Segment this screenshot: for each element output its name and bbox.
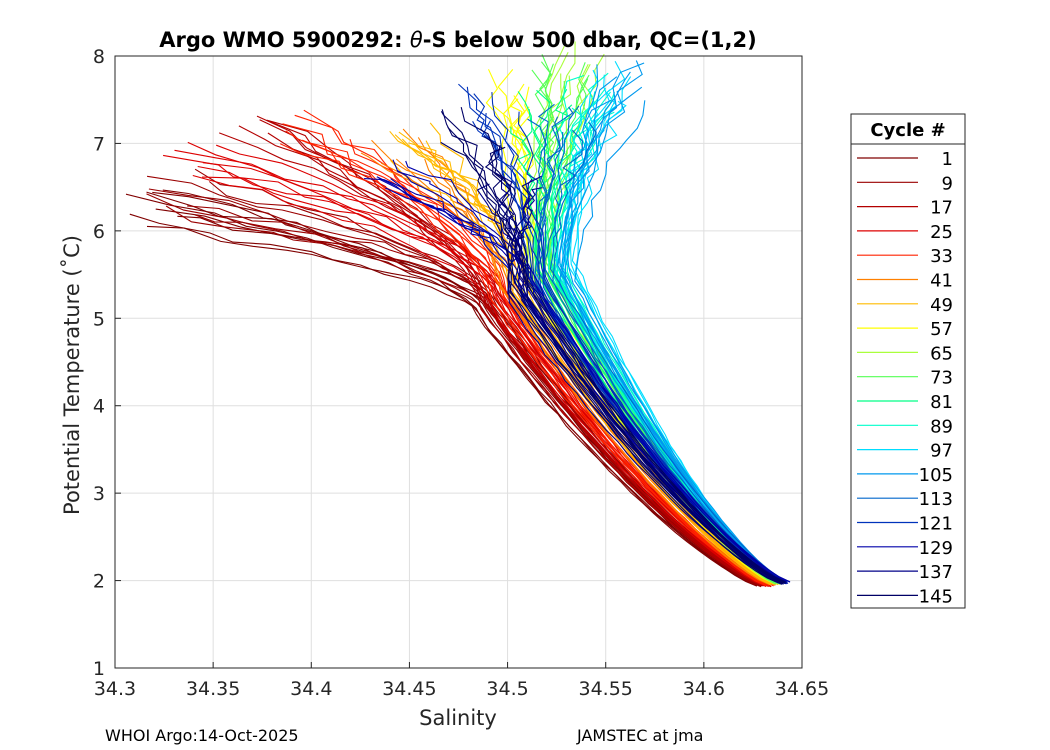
legend-label-33: 33 [930,246,953,267]
chart-title: Argo WMO 5900292: θ-S below 500 dbar, QC… [159,28,756,52]
y-tick-label: 6 [93,221,105,243]
legend-box [850,113,966,609]
profile-line-cycle-145 [460,106,784,585]
legend-label-81: 81 [930,392,953,413]
profile-line-cycle-1 [146,225,761,586]
footer-left: WHOI Argo:14-Oct-2025 [105,726,299,745]
x-tick-label: 34.55 [579,678,633,700]
profile-line-cycle-105 [556,62,786,582]
x-tick-labels: 34.3 34.35 34.4 34.45 34.5 34.55 34.6 34.65 [94,678,829,700]
y-tick-label: 5 [93,308,105,330]
profile-line-cycle-105 [566,76,786,583]
grid-lines [114,55,803,669]
profile-line-cycle-145 [440,111,784,584]
legend-title: Cycle # [870,120,945,141]
x-axis-label: Salinity [419,706,497,730]
legend-label-41: 41 [930,271,953,292]
legend-label-49: 49 [930,295,953,316]
profile-line-cycle-1 [162,189,757,585]
y-tick-label: 1 [93,658,105,680]
profile-lines [125,41,791,588]
y-tick-label: 3 [93,483,105,505]
legend-label-25: 25 [930,222,953,243]
x-tick-label: 34.45 [382,678,436,700]
profile-line-cycle-1 [125,193,758,586]
profile-line-cycle-105 [560,71,786,583]
x-tick-label: 34.6 [683,678,725,700]
profile-line-cycle-129 [396,169,791,583]
legend-label-89: 89 [930,416,953,437]
x-tick-label: 34.65 [775,678,829,700]
profile-line-cycle-17 [291,148,764,587]
profile-line-cycle-105 [557,86,783,582]
legend-label-113: 113 [919,489,953,510]
profile-line-cycle-145 [440,141,786,584]
profile-line-cycle-129 [405,160,791,583]
legend-label-145: 145 [919,586,953,607]
legend-label-17: 17 [930,198,953,219]
profile-line-cycle-113 [527,118,786,583]
y-tick-label: 7 [93,133,105,155]
profile-line-cycle-145 [447,126,782,585]
profile-line-cycle-33 [301,139,769,585]
profile-line-cycle-33 [279,143,768,585]
legend-label-121: 121 [919,514,953,535]
x-tick-label: 34.35 [186,678,240,700]
profile-line-cycle-25 [202,162,767,588]
legend: Cycle # 1 9 17 25 33 41 49 57 65 73 81 89 97 105 113 12… [850,113,966,609]
legend-label-1: 1 [942,149,953,170]
profile-line-cycle-113 [549,121,788,583]
x-tick-label: 34.4 [290,678,332,700]
legend-label-137: 137 [919,562,953,583]
legend-items: 1 9 17 25 33 41 49 57 65 73 81 89 97 105 113 121 129 137 1… [857,149,953,607]
legend-label-65: 65 [930,343,953,364]
y-tick-label: 2 [93,571,105,593]
y-tick-label: 4 [93,396,105,418]
y-axis-label: Potential Temperature (˚C) [60,235,84,515]
y-tick-labels: 1 2 3 4 5 6 7 8 [93,46,105,680]
profile-line-cycle-25 [192,174,769,588]
footer-right: JAMSTEC at jma [577,726,704,745]
profile-line-cycle-1 [155,208,761,586]
legend-label-129: 129 [919,538,953,559]
y-tick-label: 8 [93,46,105,68]
profile-line-cycle-1 [129,213,762,587]
legend-label-73: 73 [930,368,953,389]
legend-label-9: 9 [942,173,953,194]
legend-label-97: 97 [930,441,953,462]
axes-box [114,55,803,669]
profile-line-cycle-17 [259,119,765,585]
legend-label-105: 105 [919,465,953,486]
legend-label-57: 57 [930,319,953,340]
x-tick-label: 34.3 [94,678,136,700]
x-tick-label: 34.5 [486,678,528,700]
profile-line-cycle-145 [441,109,779,584]
profile-line-cycle-145 [484,145,784,583]
